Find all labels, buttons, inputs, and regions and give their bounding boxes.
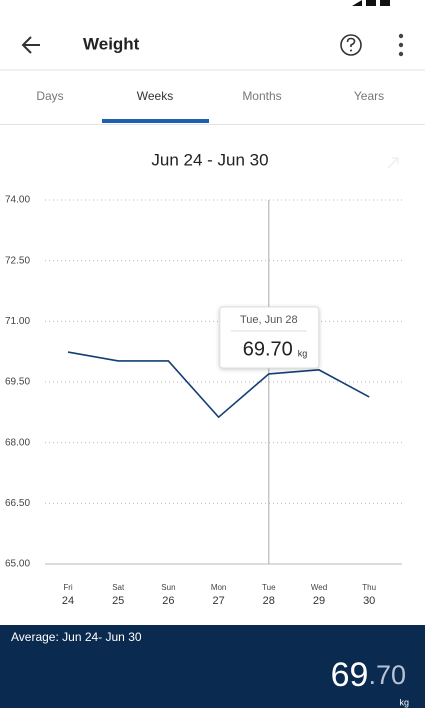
x-tick-label: Mon xyxy=(211,583,227,592)
x-tick-date: 30 xyxy=(363,595,375,607)
back-button[interactable] xyxy=(21,36,40,54)
y-tick-label: 72.50 xyxy=(5,255,30,266)
average-unit: kg xyxy=(399,697,409,707)
tooltip-title: Tue, Jun 28 xyxy=(240,314,298,326)
x-tick-label: Sun xyxy=(161,583,175,592)
x-tick-label: Sat xyxy=(112,583,125,592)
y-tick-label: 71.00 xyxy=(5,316,30,327)
average-label: Average: Jun 24- Jun 30 xyxy=(11,630,142,644)
help-dot xyxy=(350,49,352,52)
x-tick-date: 27 xyxy=(212,595,224,607)
x-tick-label: Wed xyxy=(311,583,327,592)
y-tick-label: 65.00 xyxy=(5,559,30,570)
average-whole: 69 xyxy=(331,656,369,694)
x-tick-date: 28 xyxy=(263,595,275,607)
x-tick-label: Thu xyxy=(362,583,376,592)
tooltip: Tue, Jun 28 69.70 kg xyxy=(219,306,320,369)
menu-button[interactable] xyxy=(398,33,404,57)
tooltip-box xyxy=(219,306,320,369)
help-glyph xyxy=(346,37,356,47)
y-tick-label: 68.00 xyxy=(5,437,30,448)
expand-icon[interactable] xyxy=(387,157,399,169)
average-value: 69.70 xyxy=(331,656,406,694)
series-line xyxy=(67,351,370,419)
y-tick-label: 66.50 xyxy=(5,498,30,509)
app-title: Weight xyxy=(83,34,140,53)
x-tick-label: Fri xyxy=(63,583,73,592)
x-tick-date: 25 xyxy=(112,595,124,607)
x-tick-label: Tue xyxy=(262,583,276,592)
chart-title: Jun 24 - Jun 30 xyxy=(151,150,268,169)
tab[interactable]: Months xyxy=(242,89,281,103)
help-button[interactable] xyxy=(340,34,362,56)
x-tick-date: 29 xyxy=(313,595,325,607)
y-tick-label: 69.50 xyxy=(5,377,30,388)
x-tick-date: 26 xyxy=(162,595,174,607)
y-tick-label: 74.00 xyxy=(5,195,30,206)
tab[interactable]: Weeks xyxy=(137,89,173,103)
menu-dot xyxy=(398,33,404,39)
status-icons xyxy=(352,0,390,6)
tab[interactable]: Days xyxy=(36,89,63,103)
average-fraction: .70 xyxy=(368,660,406,690)
tab-indicator xyxy=(102,119,209,123)
menu-dot xyxy=(398,51,404,57)
tooltip-unit: kg xyxy=(298,348,308,358)
tooltip-value: 69.70 xyxy=(243,338,293,360)
average-panel xyxy=(0,625,425,708)
menu-dot xyxy=(398,42,404,48)
tab[interactable]: Years xyxy=(354,89,384,103)
help-circle xyxy=(340,34,362,56)
x-tick-date: 24 xyxy=(62,595,74,607)
